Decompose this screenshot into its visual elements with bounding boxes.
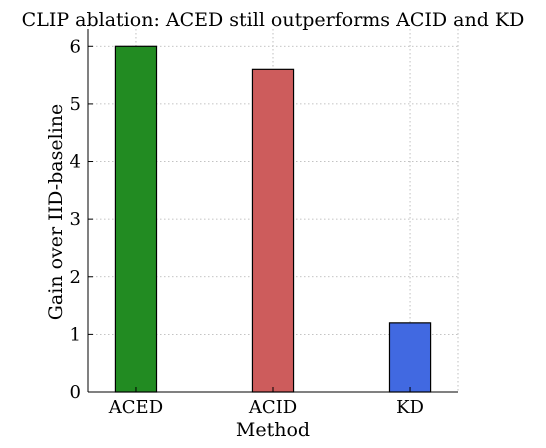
x-tick-label: ACID xyxy=(248,397,297,418)
y-tick-label: 1 xyxy=(70,324,81,345)
y-tick-label: 0 xyxy=(70,382,81,403)
y-tick-label: 2 xyxy=(70,267,81,288)
bars xyxy=(114,45,432,393)
chart-title: CLIP ablation: ACED still outperforms AC… xyxy=(22,9,525,31)
bar-aced xyxy=(114,45,158,393)
x-tick-label: KD xyxy=(396,397,424,418)
y-tick-label: 3 xyxy=(70,209,81,230)
y-tick-label: 6 xyxy=(70,36,81,57)
ticks: 0 1 2 3 4 5 6 ACED ACID KD xyxy=(70,36,424,418)
y-tick-label: 5 xyxy=(70,94,81,115)
x-tick-label: ACED xyxy=(108,397,163,418)
x-axis-label: Method xyxy=(236,419,310,441)
bar-kd xyxy=(388,322,432,393)
bar-acid xyxy=(251,68,295,393)
y-axis-label: Gain over IID-baseline xyxy=(45,104,67,321)
y-tick-label: 4 xyxy=(70,152,81,173)
